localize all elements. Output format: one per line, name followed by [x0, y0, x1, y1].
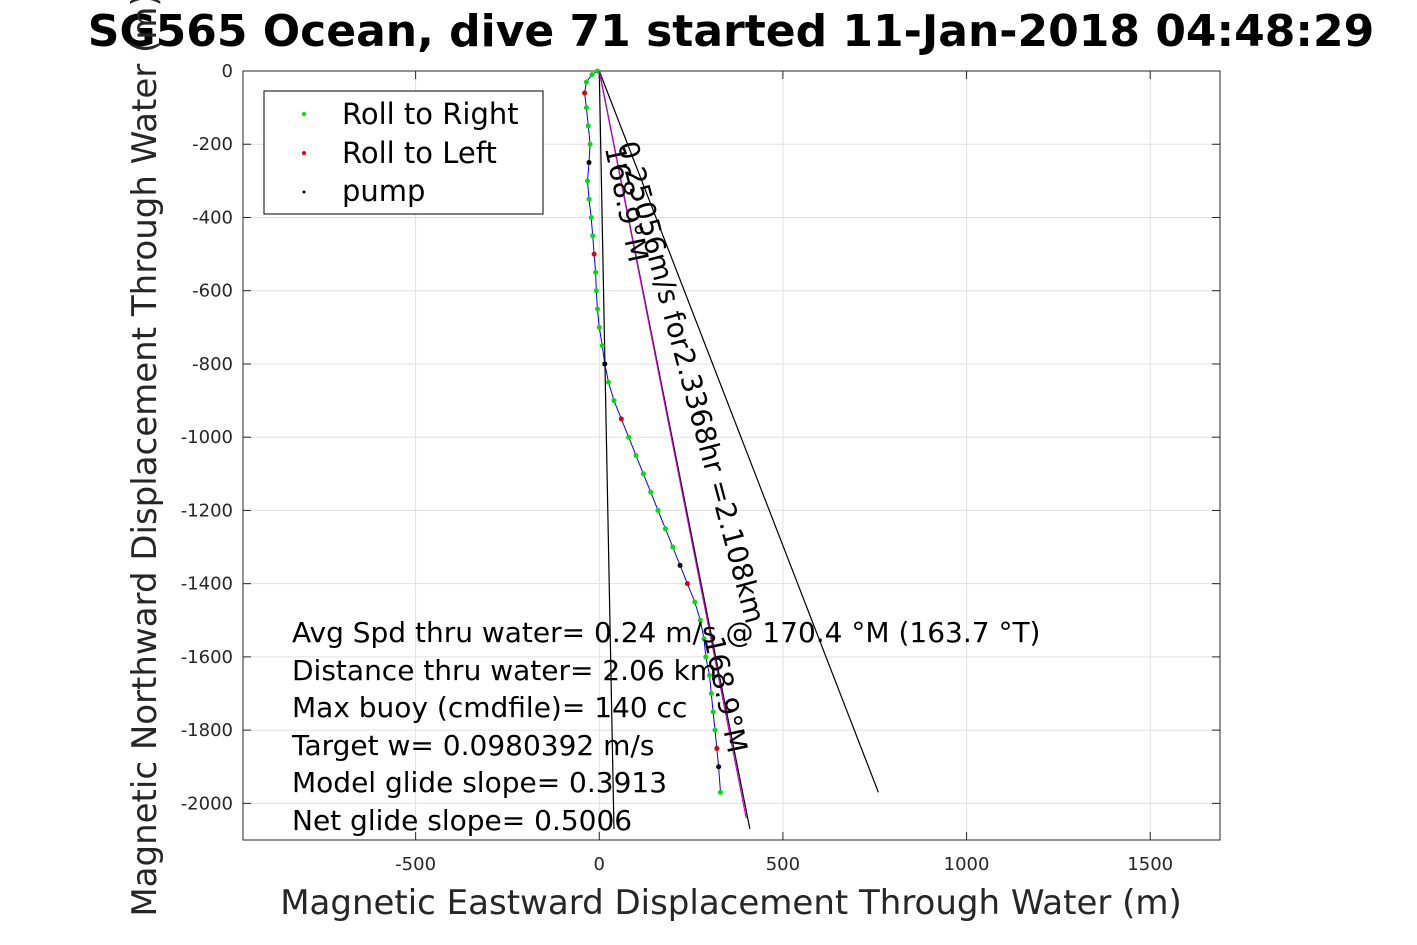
- legend: Roll to Right Roll to Left pump: [263, 90, 544, 215]
- rotated-label: 168.9°M: [697, 633, 754, 756]
- track-point: [583, 79, 589, 85]
- track-point: [602, 361, 608, 367]
- legend-label-roll-left: Roll to Left: [342, 136, 497, 170]
- x-tick-label: -500: [395, 854, 436, 875]
- y-tick-label: -1400: [181, 574, 233, 595]
- annotation-net-glide: Net glide slope= 0.5006: [292, 804, 632, 837]
- legend-marker-pump: [302, 190, 306, 194]
- x-tick-label: 0: [594, 854, 605, 875]
- y-tick-label: 0: [222, 61, 233, 82]
- line-current-vector: [598, 70, 879, 793]
- track-point: [599, 343, 605, 349]
- annotation-avg-speed: Avg Spd thru water= 0.24 m/s @ 170.4 °M …: [292, 616, 1040, 649]
- track-point: [677, 562, 683, 568]
- y-tick-label: -1800: [181, 720, 233, 741]
- legend-label-roll-right: Roll to Right: [342, 97, 519, 131]
- legend-marker-roll-left: [302, 151, 306, 155]
- line-model-track: [598, 70, 747, 819]
- track-point: [714, 745, 720, 751]
- track-point: [585, 123, 591, 129]
- legend-label-pump: pump: [342, 174, 425, 208]
- y-tick-label: -1000: [181, 427, 233, 448]
- annotation-block: Avg Spd thru water= 0.24 m/s @ 170.4 °M …: [291, 616, 1040, 837]
- x-tick-label: 1500: [1127, 854, 1173, 875]
- track-point: [596, 324, 602, 330]
- chart-title: SG565 Ocean, dive 71 started 11-Jan-2018…: [88, 6, 1374, 57]
- track-point: [618, 416, 624, 422]
- track-point: [684, 581, 690, 587]
- track-point: [712, 727, 718, 733]
- y-tick-label: -1200: [181, 500, 233, 521]
- annotation-model-glide: Model glide slope= 0.3913: [292, 766, 667, 799]
- track-point: [640, 471, 646, 477]
- track-point: [633, 453, 639, 458]
- track-point: [716, 764, 722, 770]
- x-ticks: -500 0 500 1000 1500: [395, 71, 1173, 875]
- legend-marker-roll-right: [302, 112, 306, 116]
- track-point: [593, 269, 599, 275]
- track-point: [582, 90, 588, 96]
- rotated-label: 0.25056m/s for2.3368hr =2.108km: [611, 138, 772, 627]
- x-tick-label: 1000: [944, 854, 990, 875]
- y-tick-label: -200: [192, 134, 233, 155]
- annotation-distance: Distance thru water= 2.06 km: [292, 654, 717, 687]
- track-point: [591, 251, 597, 257]
- track-line: [584, 70, 721, 793]
- x-tick-label: 500: [766, 854, 800, 875]
- track-point: [590, 233, 596, 239]
- track-point: [701, 636, 707, 642]
- plot-area: [242, 70, 1221, 841]
- track-point: [586, 196, 592, 202]
- annotation-target-w: Target w= 0.0980392 m/s: [291, 729, 654, 762]
- track-point: [670, 544, 676, 550]
- track-point: [703, 654, 709, 660]
- dive-track: [582, 68, 723, 795]
- track-point: [593, 288, 599, 294]
- reference-lines: [598, 70, 879, 830]
- track-point: [708, 691, 714, 697]
- track-point: [587, 141, 593, 147]
- track-point: [585, 178, 591, 184]
- x-axis-label: Magnetic Eastward Displacement Through W…: [280, 883, 1182, 923]
- y-tick-label: -1600: [181, 647, 233, 668]
- track-point: [586, 160, 592, 166]
- line-heading-vector: [598, 70, 615, 830]
- track-point: [605, 379, 611, 385]
- track-point: [583, 105, 589, 111]
- track-point: [611, 398, 617, 404]
- annotation-max-buoy: Max buoy (cmdfile)= 140 cc: [292, 691, 687, 724]
- track-point: [717, 789, 723, 795]
- y-tick-label: -600: [192, 281, 233, 302]
- track-point: [697, 617, 703, 623]
- track-point: [710, 709, 716, 715]
- track-point: [594, 306, 600, 312]
- y-tick-label: -800: [192, 354, 233, 375]
- y-ticks: 0 -200 -400 -600 -800 -1000 -1200 -1400 -1600 -18…: [181, 61, 1220, 814]
- track-point: [588, 214, 594, 220]
- track-point: [662, 526, 668, 532]
- track-point: [692, 599, 698, 605]
- track-point: [706, 672, 712, 678]
- track-point: [648, 489, 654, 495]
- y-tick-label: -400: [192, 207, 233, 228]
- legend-box: [263, 90, 544, 215]
- y-tick-label: -2000: [181, 793, 233, 814]
- track-point: [594, 68, 600, 74]
- track-point: [589, 72, 595, 78]
- y-axis-label: Magnetic Northward Displacement Through …: [125, 0, 165, 917]
- track-point: [626, 434, 632, 440]
- track-point: [655, 507, 661, 513]
